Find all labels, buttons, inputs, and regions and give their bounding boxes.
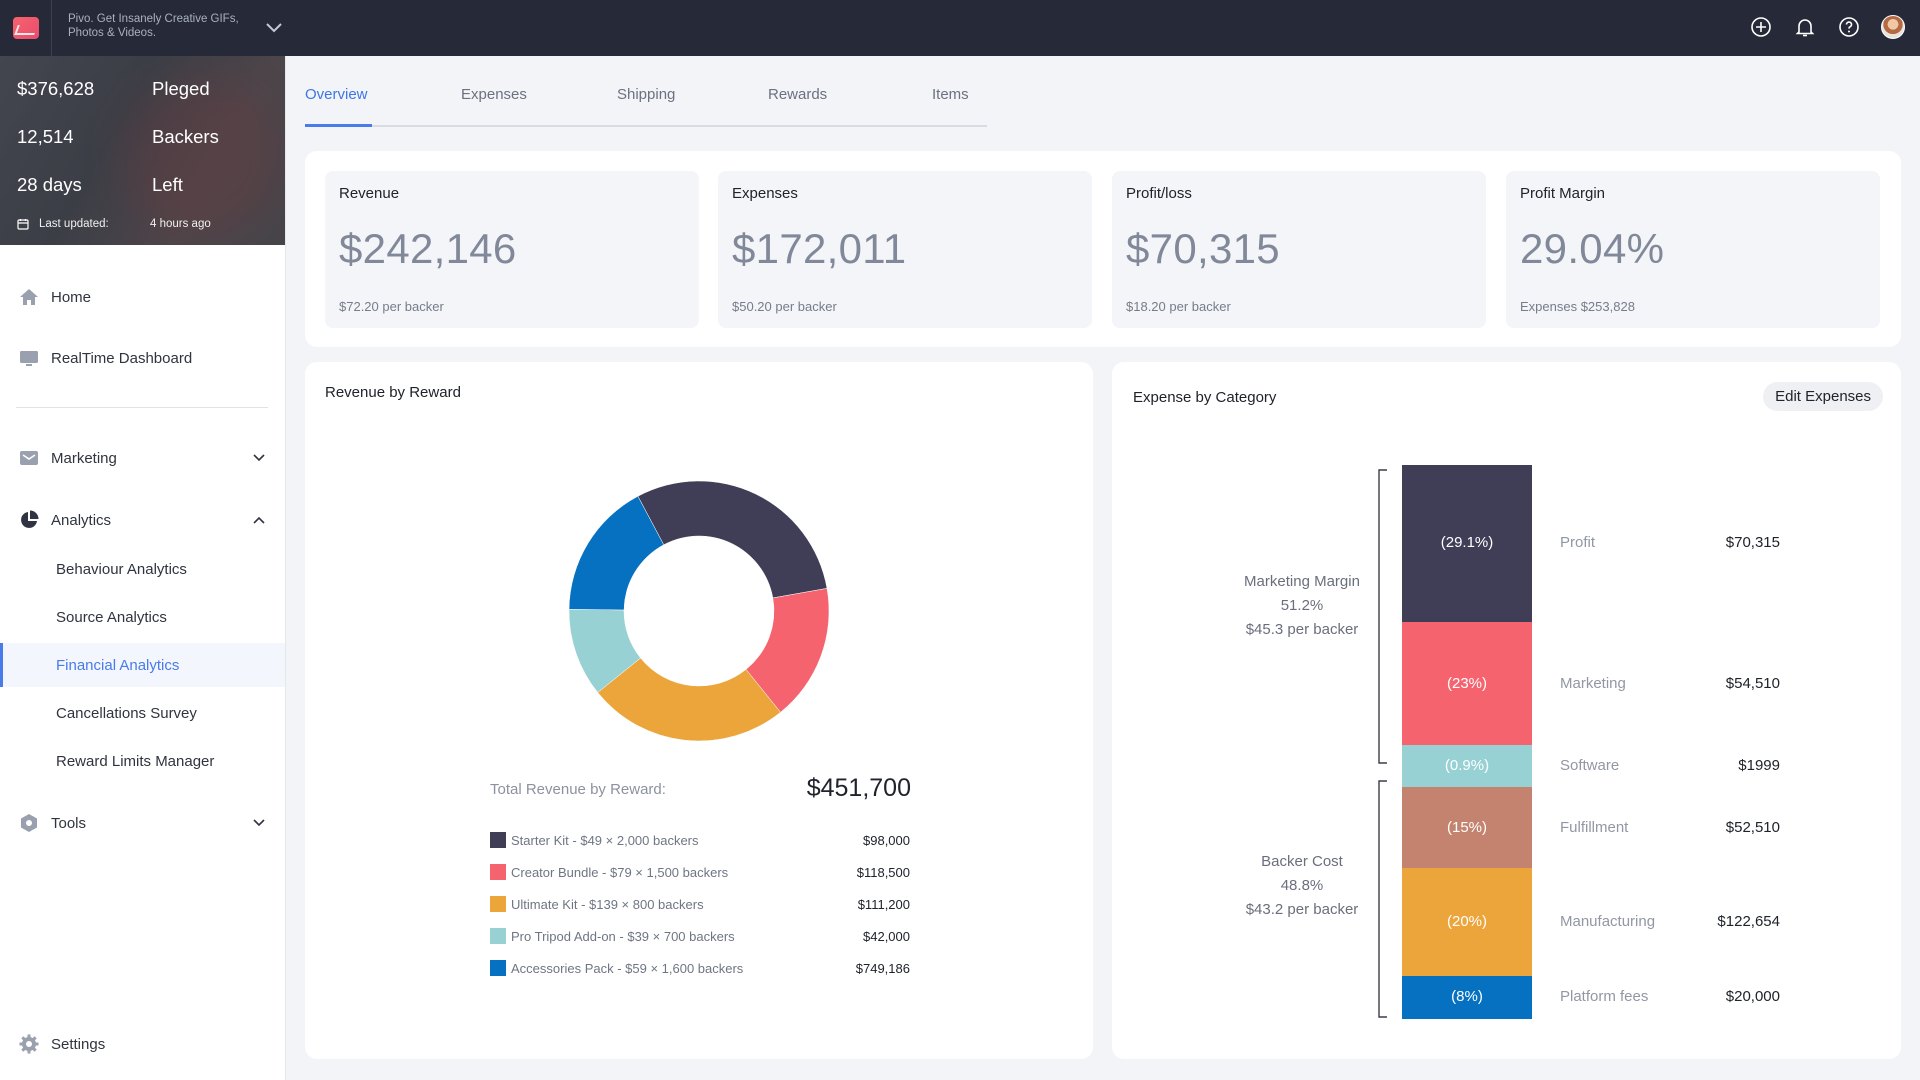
legend-swatch xyxy=(490,960,506,976)
kpi-panel: Revenue $242,146 $72.20 per backer Expen… xyxy=(305,151,1901,347)
help-icon[interactable] xyxy=(1836,14,1862,40)
tools-icon xyxy=(18,812,40,834)
kpi-revenue: Revenue $242,146 $72.20 per backer xyxy=(325,171,699,328)
segment-label-platform-fees: (8%) xyxy=(1451,988,1483,1006)
stat-days-left: 28 days Left xyxy=(17,174,183,195)
category-row-platform-fees: Platform fees $20,000 xyxy=(1560,988,1780,1006)
active-tab-indicator xyxy=(305,124,372,127)
last-updated: Last updated: 4 hours ago xyxy=(17,218,211,230)
calendar-icon xyxy=(17,219,29,230)
stack-segment-marketing xyxy=(1402,621,1532,746)
tab-bar: Overview Expenses Shipping Rewards Items xyxy=(305,70,987,127)
gear-icon xyxy=(18,1033,40,1055)
bell-icon[interactable] xyxy=(1792,14,1818,40)
category-row-manufacturing: Manufacturing $122,654 xyxy=(1560,913,1780,931)
sidebar-item-reward-limits-manager[interactable]: Reward Limits Manager xyxy=(56,752,215,770)
legend-item: Creator Bundle - $79 × 1,500 backers $11… xyxy=(490,862,910,882)
legend-swatch xyxy=(490,896,506,912)
sidebar-item-analytics[interactable]: Analytics xyxy=(0,498,285,542)
legend-item: Accessories Pack - $59 × 1,600 backers $… xyxy=(490,958,910,978)
legend-item: Pro Tripod Add-on - $39 × 700 backers $4… xyxy=(490,926,910,946)
sidebar-item-settings[interactable]: Settings xyxy=(0,1022,285,1066)
kpi-profit-loss: Profit/loss $70,315 $18.20 per backer xyxy=(1112,171,1486,328)
project-name[interactable]: Pivo. Get Insanely Creative GIFs, Photos… xyxy=(68,13,239,39)
tab-expenses[interactable]: Expenses xyxy=(461,86,527,103)
revenue-donut-chart xyxy=(568,480,830,742)
card-title: Expense by Category xyxy=(1133,389,1277,406)
sidebar-item-home[interactable]: Home xyxy=(0,275,285,319)
legend-swatch xyxy=(490,832,506,848)
segment-label-manufacturing: (20%) xyxy=(1446,913,1487,931)
stat-pledged: $376,628 Pleged xyxy=(17,78,210,99)
project-switcher-chevron-icon[interactable] xyxy=(262,16,286,40)
segment-label-software: (0.9%) xyxy=(1444,757,1490,775)
tab-items[interactable]: Items xyxy=(932,86,969,103)
segment-label-fulfillment: (15%) xyxy=(1446,818,1487,836)
card-title: Revenue by Reward xyxy=(325,384,461,401)
sidebar-item-financial-analytics[interactable]: Financial Analytics xyxy=(0,643,285,687)
expense-by-category-card: Expense by Category Edit Expenses Market… xyxy=(1112,362,1901,1059)
segment-label-profit: (29.1%) xyxy=(1440,534,1494,552)
stat-backers: 12,514 Backers xyxy=(17,126,219,147)
tab-shipping[interactable]: Shipping xyxy=(617,86,676,103)
stack-segment-profit xyxy=(1402,465,1532,622)
legend-swatch xyxy=(490,928,506,944)
nav-divider xyxy=(16,407,268,408)
campaign-stats: $376,628 Pleged 12,514 Backers 28 days Left… xyxy=(0,56,285,245)
total-revenue-label: Total Revenue by Reward: xyxy=(490,781,666,798)
top-bar: Pivo. Get Insanely Creative GIFs, Photos… xyxy=(0,0,1920,56)
chevron-up-icon xyxy=(250,511,268,529)
legend-swatch xyxy=(490,864,506,880)
add-circle-icon[interactable] xyxy=(1748,14,1774,40)
segment-label-marketing: (23%) xyxy=(1446,674,1487,692)
category-row-fulfillment: Fulfillment $52,510 xyxy=(1560,818,1780,836)
chevron-down-icon xyxy=(250,814,268,832)
category-row-software: Software $1999 xyxy=(1560,757,1780,775)
sidebar-item-realtime-dashboard[interactable]: RealTime Dashboard xyxy=(0,336,285,380)
donut-slice-starter-kit[interactable] xyxy=(637,480,828,599)
sidebar-item-cancellations-survey[interactable]: Cancellations Survey xyxy=(56,704,197,722)
stack-segment-fulfillment xyxy=(1402,787,1532,869)
group-backer-cost: Backer Cost 48.8% $43.2 per backer xyxy=(1245,853,1359,918)
tab-overview[interactable]: Overview xyxy=(305,86,368,103)
legend-item: Starter Kit - $49 × 2,000 backers $98,00… xyxy=(490,830,910,850)
logo-icon xyxy=(12,17,39,39)
sidebar-item-marketing[interactable]: Marketing xyxy=(0,436,285,480)
donut-slice-accessories-pack[interactable] xyxy=(568,495,665,611)
sidebar-item-source-analytics[interactable]: Source Analytics xyxy=(56,608,167,626)
user-avatar[interactable] xyxy=(1880,14,1906,40)
stack-segment-software xyxy=(1402,745,1532,788)
category-row-profit: Profit $70,315 xyxy=(1560,534,1780,552)
app-logo[interactable] xyxy=(0,0,52,56)
edit-expenses-button[interactable]: Edit Expenses xyxy=(1763,382,1883,411)
marketing-icon xyxy=(18,447,40,469)
monitor-icon xyxy=(18,347,40,369)
stack-segment-platform-fees xyxy=(1402,975,1532,1019)
pie-chart-icon xyxy=(18,509,40,531)
group-marketing-margin: Marketing Margin 51.2% $45.3 per backer xyxy=(1244,573,1360,638)
stack-segment-manufacturing xyxy=(1402,868,1532,976)
legend-item: Ultimate Kit - $139 × 800 backers $111,2… xyxy=(490,894,910,914)
sidebar-item-behaviour-analytics[interactable]: Behaviour Analytics xyxy=(56,560,187,578)
category-row-marketing: Marketing $54,510 xyxy=(1560,674,1780,692)
sidebar: $376,628 Pleged 12,514 Backers 28 days Left… xyxy=(0,56,286,1080)
home-icon xyxy=(18,286,40,308)
kpi-profit-margin: Profit Margin 29.04% Expenses $253,828 xyxy=(1506,171,1880,328)
total-revenue-value: $451,700 xyxy=(806,774,911,802)
sidebar-item-tools[interactable]: Tools xyxy=(0,801,285,845)
group-brackets xyxy=(1378,469,1387,1018)
tab-rewards[interactable]: Rewards xyxy=(768,86,828,103)
kpi-expenses: Expenses $172,011 $50.20 per backer xyxy=(718,171,1092,328)
chevron-down-icon xyxy=(250,449,268,467)
revenue-by-reward-card: Revenue by Reward Total Revenue by Rewar… xyxy=(305,362,1093,1059)
